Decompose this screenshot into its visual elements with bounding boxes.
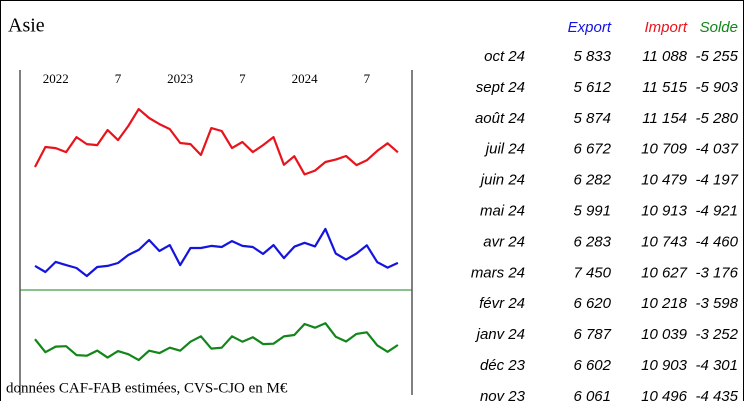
cell-value: -4 301 bbox=[695, 357, 738, 374]
cell-value: -5 903 bbox=[695, 79, 738, 96]
cell-value: 5 991 bbox=[573, 202, 611, 219]
row-label: janv 24 bbox=[475, 326, 525, 343]
cell-value: -5 280 bbox=[695, 110, 738, 127]
series-line bbox=[34, 227, 399, 278]
cell-value: -4 921 bbox=[695, 202, 738, 219]
note: données CAF-FAB estimées, CVS-CJO en M€ bbox=[6, 380, 288, 396]
row-label: févr 24 bbox=[479, 295, 525, 312]
cell-value: 6 787 bbox=[573, 326, 611, 343]
x-tick-label: 2024 bbox=[292, 71, 319, 86]
x-tick-label: 7 bbox=[115, 71, 122, 86]
cell-value: 11 088 bbox=[642, 48, 687, 65]
cell-value: 10 903 bbox=[641, 357, 688, 374]
cell-value: 10 218 bbox=[641, 295, 688, 312]
x-tick-label: 2023 bbox=[167, 71, 193, 86]
cell-value: 7 450 bbox=[573, 264, 611, 281]
cell-value: -4 197 bbox=[695, 172, 738, 189]
row-label: sept 24 bbox=[476, 79, 525, 96]
cell-value: -5 255 bbox=[695, 48, 738, 65]
cell-value: -3 252 bbox=[695, 326, 738, 343]
row-label: mai 24 bbox=[480, 202, 525, 219]
cell-value: -4 460 bbox=[695, 233, 738, 250]
series-line bbox=[34, 108, 399, 176]
cell-value: 10 627 bbox=[641, 264, 688, 281]
row-label: déc 23 bbox=[480, 357, 526, 374]
row-label: juin 24 bbox=[479, 172, 525, 189]
row-label: avr 24 bbox=[483, 233, 525, 250]
cell-value: 10 709 bbox=[641, 141, 688, 158]
column-header: Solde bbox=[700, 19, 738, 36]
row-label: nov 23 bbox=[480, 388, 526, 401]
row-label: mars 24 bbox=[471, 264, 525, 281]
series-line bbox=[34, 322, 399, 362]
cell-value: 6 602 bbox=[573, 357, 611, 374]
x-tick-label: 7 bbox=[239, 71, 246, 86]
cell-value: -3 598 bbox=[695, 295, 738, 312]
column-header: Import bbox=[644, 19, 687, 36]
cell-value: 5 833 bbox=[573, 48, 611, 65]
cell-value: 6 061 bbox=[573, 388, 611, 401]
cell-value: 6 620 bbox=[573, 295, 611, 312]
cell-value: 10 479 bbox=[641, 172, 688, 189]
cell-value: 10 496 bbox=[641, 388, 688, 401]
x-tick-label: 7 bbox=[364, 71, 371, 86]
x-tick-label: 2022 bbox=[43, 71, 69, 86]
row-label: juil 24 bbox=[484, 141, 525, 158]
cell-value: 11 154 bbox=[642, 110, 687, 127]
cell-value: 6 282 bbox=[573, 172, 611, 189]
cell-value: -4 435 bbox=[695, 388, 738, 401]
cell-value: 10 913 bbox=[641, 202, 688, 219]
cell-value: 6 672 bbox=[573, 141, 611, 158]
cell-value: 5 874 bbox=[573, 110, 611, 127]
cell-value: -4 037 bbox=[695, 141, 738, 158]
cell-value: -3 176 bbox=[695, 264, 738, 281]
row-label: oct 24 bbox=[484, 48, 525, 65]
row-label: août 24 bbox=[475, 110, 525, 127]
cell-value: 10 039 bbox=[641, 326, 688, 343]
column-header: Export bbox=[568, 19, 612, 36]
cell-value: 5 612 bbox=[573, 79, 611, 96]
cell-value: 11 515 bbox=[642, 79, 687, 96]
cell-value: 6 283 bbox=[573, 233, 611, 250]
chart-title: Asie bbox=[8, 15, 45, 37]
cell-value: 10 743 bbox=[641, 233, 688, 250]
